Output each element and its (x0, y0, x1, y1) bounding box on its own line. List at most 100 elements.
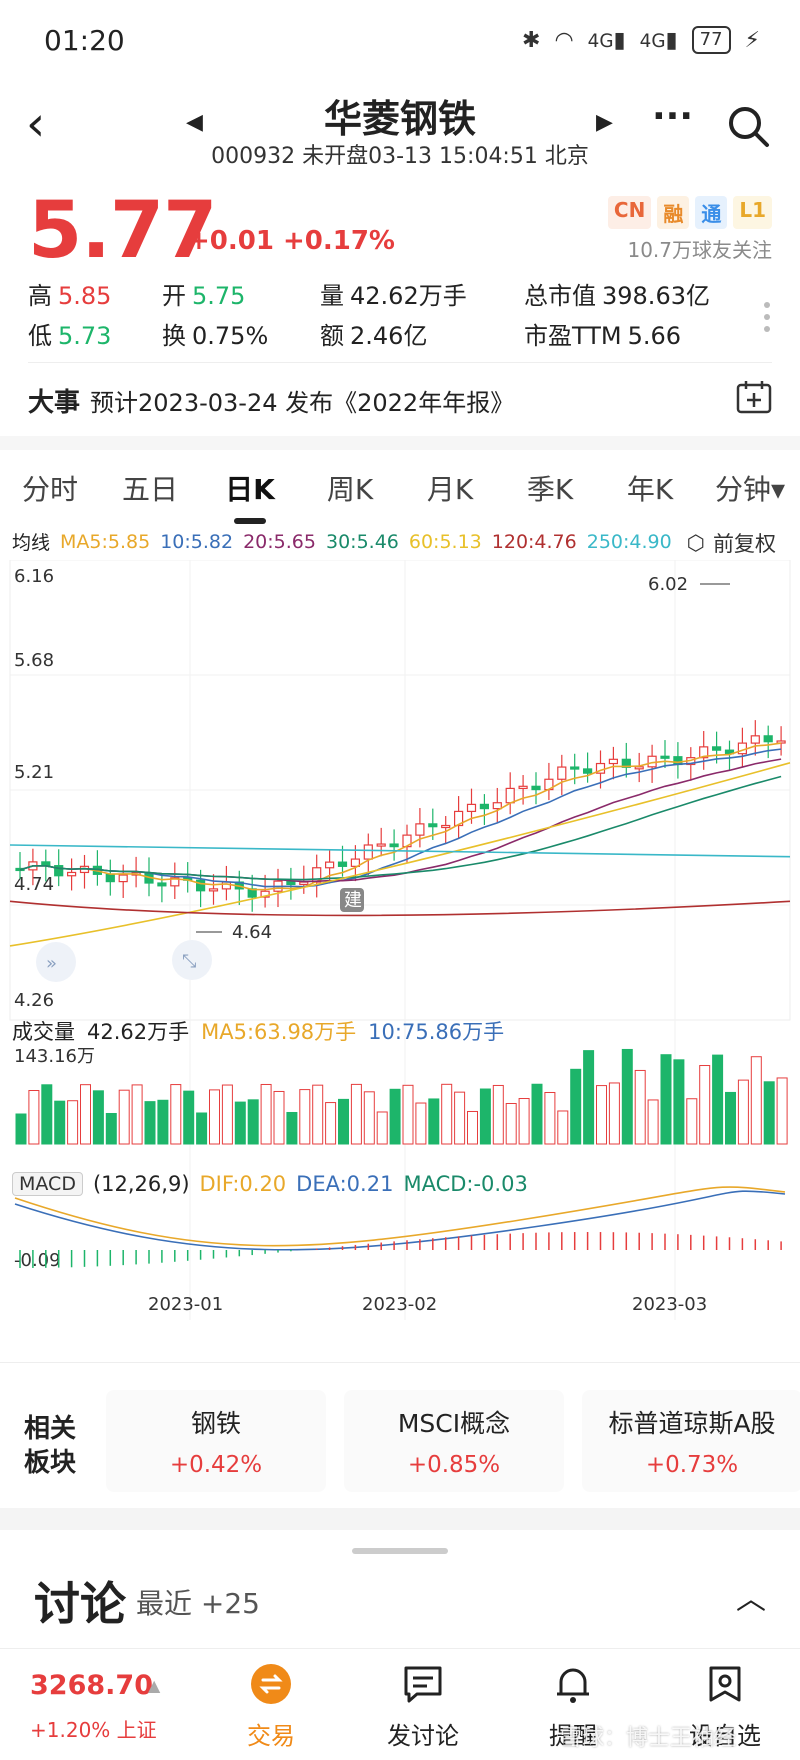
tab-6[interactable]: 年K (626, 473, 674, 506)
volume-bar-12 (170, 1084, 182, 1145)
badge-3: L1 (733, 196, 772, 229)
price-tick-3: 4.74 (14, 874, 54, 895)
build-marker (340, 888, 364, 912)
candle-51 (673, 756, 683, 766)
volume-bar-8 (118, 1089, 130, 1145)
volume-bar-54 (712, 1054, 724, 1145)
wifi-icon: ◠ (554, 27, 574, 53)
settings-hex-icon: ⬡ (686, 531, 705, 555)
divider (0, 1362, 800, 1363)
sector-card-0[interactable]: 钢铁 +0.42% (106, 1390, 326, 1492)
volume-bar-50 (660, 1054, 672, 1145)
volume-bar-44 (583, 1050, 595, 1145)
volume-bar-6 (92, 1090, 104, 1145)
price-tick-4: 4.26 (14, 990, 54, 1011)
candle-15 (208, 888, 219, 892)
stat-high: 高 5.85 (28, 282, 112, 310)
nav-post[interactable]: 发讨论 (368, 1662, 478, 1751)
tab-4[interactable]: 月K (426, 473, 474, 506)
ma120-line (9, 900, 791, 917)
more-button[interactable]: ··· (652, 96, 694, 137)
candle-36 (479, 803, 489, 810)
volume-bar-17 (234, 1101, 246, 1145)
nav-alert[interactable]: 提醒 (518, 1662, 628, 1751)
candle-29 (389, 843, 399, 848)
ma-legend: 均线 MA5:5.85 10:5.82 20:5.65 30:5.46 60:5.13 12… (12, 528, 672, 555)
volume-bar-43 (570, 1068, 582, 1145)
volume-bar-31 (415, 1102, 427, 1145)
signal-icon-1: 4G▮ (587, 27, 626, 53)
scroll-left-icon (36, 942, 76, 982)
tab-2[interactable]: 日K (200, 462, 300, 526)
candle-7 (105, 873, 115, 883)
status-bar: 01:20 ✱ ◠ 4G▮ 4G▮ 77 ⚡ (0, 0, 800, 80)
volume-bar-35 (467, 1110, 478, 1145)
volume-bar-9 (131, 1084, 143, 1145)
volume-bar-21 (286, 1111, 298, 1145)
stat-pe: 市盈TTM 5.66 (524, 322, 682, 350)
candle-27 (363, 844, 373, 860)
section-separator (0, 436, 800, 450)
calendar-add-icon[interactable] (736, 380, 772, 414)
volume-bar-3 (54, 1100, 66, 1145)
expand-stats-button[interactable] (764, 296, 772, 338)
candle-14 (196, 879, 206, 892)
tab-1[interactable]: 五日 (121, 473, 178, 506)
next-stock-button[interactable]: ▶ (596, 110, 613, 135)
back-button[interactable]: ‹ (26, 96, 46, 152)
kline-chart[interactable]: 6.165.685.214.744.266.024.64建»⤡143.16万0.… (0, 560, 800, 1340)
badge-0: CN (607, 196, 652, 229)
stat-mktcap: 总市值 398.63亿 (524, 282, 710, 310)
expand-icon (172, 940, 212, 980)
adjust-mode-button[interactable]: ⬡ 前复权 (686, 531, 776, 556)
sector-card-2[interactable]: 标普道琼斯A股 +0.73% (582, 1390, 800, 1492)
drag-handle[interactable] (352, 1548, 448, 1554)
volume-bar-39 (518, 1098, 530, 1145)
macd-dif-line (14, 1186, 786, 1247)
candle-48 (634, 766, 644, 770)
bottom-nav (0, 1648, 800, 1760)
ma-item-4: 60:5.13 (408, 530, 482, 553)
ma-item-1: 10:5.82 (160, 530, 234, 553)
event-row[interactable]: 大事 预计2023-03-24 发布《2022年年报》 (28, 388, 515, 418)
sector-card-1[interactable]: MSCI概念 +0.85% (344, 1390, 564, 1492)
tab-0[interactable]: 分时 (21, 473, 78, 506)
volume-bar-29 (389, 1088, 401, 1145)
volume-bar-13 (183, 1090, 195, 1145)
volume-bar-32 (428, 1098, 440, 1145)
candle-32 (428, 823, 438, 828)
chevron-up-icon[interactable]: ︿ (736, 1582, 766, 1617)
volume-bar-45 (596, 1085, 607, 1145)
index-change[interactable]: +1.20% 上证 (30, 1718, 157, 1742)
tab-7[interactable]: 分钟▾ (714, 473, 786, 506)
macd-bottom-label: -0.09 (14, 1250, 61, 1271)
build-marker-label: 建 (344, 890, 362, 911)
discussion-recent[interactable]: 最近 +25 (136, 1587, 260, 1620)
volume-bar-48 (634, 1069, 646, 1145)
divider (28, 362, 772, 363)
nav-trade[interactable]: 交易 (216, 1662, 326, 1751)
volume-bar-51 (673, 1059, 685, 1145)
candle-16 (221, 881, 231, 890)
price-tick-0: 6.16 (14, 566, 54, 587)
nav-watchlist[interactable]: 设自选 (670, 1662, 780, 1751)
candle-35 (466, 803, 477, 813)
date-label-1: 2023-02 (362, 1294, 437, 1315)
index-value[interactable]: 3268.70 (30, 1670, 153, 1701)
clock: 01:20 (44, 24, 125, 57)
tab-3[interactable]: 周K (326, 473, 374, 506)
candle-58 (763, 735, 773, 743)
candle-11 (157, 882, 167, 887)
volume-bar-5 (80, 1084, 91, 1145)
tab-5[interactable]: 季K (526, 473, 574, 506)
volume-bar-41 (544, 1091, 556, 1145)
stat-open: 开 5.75 (162, 282, 246, 310)
candle-54 (711, 746, 722, 751)
candle-26 (350, 858, 360, 867)
search-icon[interactable] (726, 104, 770, 148)
bell-icon (557, 1668, 589, 1703)
ma-line-1 (19, 748, 782, 888)
prev-stock-button[interactable]: ◀ (186, 110, 203, 135)
volume-bar-28 (376, 1111, 388, 1145)
expand-arrows-icon: ⤡ (182, 951, 196, 972)
